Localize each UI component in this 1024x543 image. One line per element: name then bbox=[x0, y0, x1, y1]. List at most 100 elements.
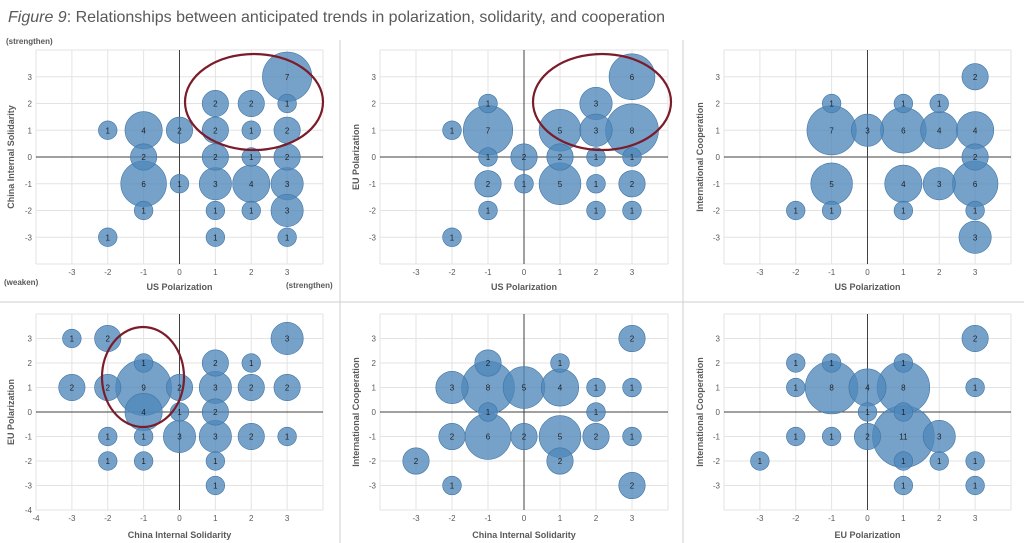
annotation-weaken: (weaken) bbox=[4, 278, 39, 287]
bubble bbox=[922, 167, 956, 201]
bubble bbox=[166, 116, 193, 144]
bubble-count-label: 2 bbox=[177, 384, 182, 393]
y-tick-label: -2 bbox=[369, 207, 377, 216]
y-tick-label: -3 bbox=[369, 482, 377, 491]
bubble bbox=[169, 174, 190, 194]
bubble bbox=[514, 174, 534, 194]
bubble-count-label: 2 bbox=[249, 100, 254, 109]
bubble bbox=[618, 170, 646, 198]
bubble-count-label: 2 bbox=[594, 433, 599, 442]
y-tick-label: 2 bbox=[716, 100, 721, 109]
x-tick-label: -1 bbox=[828, 514, 836, 523]
bubble-count-label: 1 bbox=[486, 100, 491, 109]
y-tick-label: -2 bbox=[25, 207, 33, 216]
x-tick-label: 0 bbox=[865, 268, 870, 277]
bubble-count-label: 1 bbox=[973, 207, 978, 216]
bubble bbox=[205, 475, 226, 496]
x-tick-label: 3 bbox=[285, 268, 290, 277]
bubble-count-label: 1 bbox=[758, 457, 763, 466]
bubble bbox=[277, 227, 297, 247]
bubble-count-label: 7 bbox=[829, 126, 834, 135]
bubble bbox=[133, 451, 154, 471]
bubble-count-label: 4 bbox=[141, 408, 146, 417]
y-tick-label: 3 bbox=[716, 73, 721, 82]
bubble bbox=[133, 200, 154, 221]
bubble-count-label: 1 bbox=[486, 207, 491, 216]
bubble bbox=[821, 353, 842, 373]
x-tick-label: 2 bbox=[249, 514, 254, 523]
bubble bbox=[854, 423, 881, 450]
bubble-count-label: 5 bbox=[558, 126, 563, 135]
y-axis-title: EU Polarization bbox=[6, 379, 16, 445]
highlight-circle-china-us bbox=[183, 52, 325, 152]
bubble-count-label: 1 bbox=[794, 207, 799, 216]
bubble-count-label: 2 bbox=[213, 153, 218, 162]
x-tick-label: 3 bbox=[630, 268, 635, 277]
bubble-count-label: 1 bbox=[901, 359, 906, 368]
bubble bbox=[893, 402, 914, 422]
bubble-count-label: 6 bbox=[141, 180, 146, 189]
x-tick-label: -1 bbox=[828, 268, 836, 277]
bubble-count-label: 4 bbox=[141, 126, 146, 135]
x-tick-label: 2 bbox=[594, 514, 599, 523]
x-tick-label: 0 bbox=[865, 514, 870, 523]
y-tick-label: -2 bbox=[713, 207, 721, 216]
x-tick-label: -3 bbox=[412, 514, 420, 523]
bubble bbox=[965, 451, 985, 471]
bubble-count-label: 1 bbox=[558, 359, 563, 368]
bubble bbox=[786, 353, 806, 373]
bubble-count-label: 1 bbox=[106, 233, 111, 242]
y-tick-label: -4 bbox=[25, 506, 33, 515]
bubble-count-label: 1 bbox=[141, 457, 146, 466]
x-tick-label: -3 bbox=[412, 268, 420, 277]
bubble-count-label: 1 bbox=[213, 207, 218, 216]
y-axis-title: International Cooperation bbox=[695, 357, 705, 467]
bubble-count-label: 1 bbox=[937, 100, 942, 109]
bubble bbox=[205, 451, 226, 471]
x-tick-label: -3 bbox=[756, 268, 764, 277]
bubble bbox=[786, 426, 806, 447]
bubble-count-label: 3 bbox=[973, 233, 978, 242]
y-tick-label: 2 bbox=[372, 359, 377, 368]
bubble-count-label: 6 bbox=[486, 433, 491, 442]
bubble-count-label: 2 bbox=[973, 335, 978, 344]
y-tick-label: 2 bbox=[28, 359, 33, 368]
bubble-count-label: 3 bbox=[285, 180, 290, 189]
y-tick-label: 3 bbox=[28, 335, 33, 344]
bubble-count-label: 3 bbox=[594, 100, 599, 109]
bubble-count-label: 1 bbox=[106, 433, 111, 442]
bubble-count-label: 1 bbox=[213, 457, 218, 466]
bubble bbox=[893, 451, 914, 471]
bubble bbox=[237, 90, 265, 117]
bubble bbox=[622, 147, 642, 167]
bubble-count-label: 5 bbox=[829, 180, 834, 189]
bubble bbox=[474, 170, 502, 198]
x-tick-label: -2 bbox=[792, 514, 800, 523]
bubble-count-label: 1 bbox=[630, 384, 635, 393]
x-tick-label: 1 bbox=[213, 268, 218, 277]
bubble bbox=[241, 353, 261, 373]
bubble bbox=[402, 447, 430, 475]
x-tick-label: -1 bbox=[484, 514, 492, 523]
bubble bbox=[478, 402, 498, 422]
bubble bbox=[893, 200, 914, 221]
bubble-count-label: 1 bbox=[829, 207, 834, 216]
bubble-count-label: 1 bbox=[106, 457, 111, 466]
x-tick-label: 3 bbox=[973, 514, 978, 523]
bubble bbox=[586, 377, 606, 398]
x-tick-label: 3 bbox=[285, 514, 290, 523]
bubble-count-label: 2 bbox=[285, 384, 290, 393]
bubble-count-label: 5 bbox=[522, 384, 527, 393]
bubble bbox=[586, 174, 606, 194]
bubble bbox=[750, 451, 770, 471]
x-tick-label: 0 bbox=[177, 268, 182, 277]
panel-eu-vs-china: -4 -3 -2 -1 0 1 2 3 -4 -3 -2 -1 0 1 2 3 China Internal S… bbox=[6, 313, 324, 540]
bubble bbox=[510, 143, 538, 171]
x-tick-label: -2 bbox=[448, 268, 456, 277]
y-tick-label: 2 bbox=[28, 100, 33, 109]
bubble-count-label: 8 bbox=[486, 384, 491, 393]
bubble bbox=[786, 200, 806, 221]
bubble bbox=[929, 93, 949, 114]
bubble-count-label: 2 bbox=[213, 100, 218, 109]
bubble bbox=[550, 353, 570, 373]
